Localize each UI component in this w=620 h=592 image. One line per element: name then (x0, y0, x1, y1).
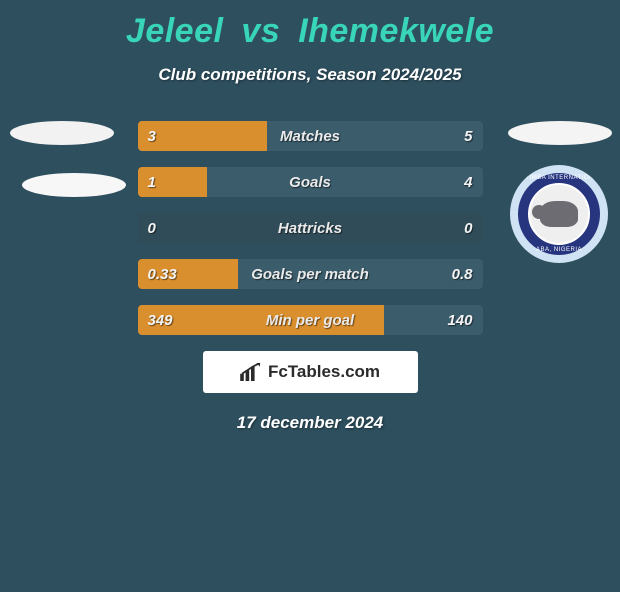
stat-row: 349140Min per goal (138, 305, 483, 335)
stat-label: Goals (138, 167, 483, 197)
stat-row: 0.330.8Goals per match (138, 259, 483, 289)
stat-label: Min per goal (138, 305, 483, 335)
player1-name: Jeleel (126, 12, 224, 50)
placeholder-ellipse (22, 173, 126, 197)
placeholder-ellipse (508, 121, 612, 145)
crest-top-text: ENYIMBA INTERNATIONAL (510, 175, 608, 181)
stat-label: Hattricks (138, 213, 483, 243)
crest-bottom-text: ABA, NIGERIA (510, 247, 608, 253)
stats-area: ENYIMBA INTERNATIONAL ABA, NIGERIA 35Mat… (0, 121, 620, 433)
brand-chart-icon (240, 363, 262, 381)
vs-text: vs (241, 12, 280, 50)
stat-rows: 35Matches 14Goals 00Hattricks 0.330.8Goals … (138, 121, 483, 335)
player2-name: Ihemekwele (298, 12, 494, 50)
elephant-icon (540, 201, 578, 227)
subtitle: Club competitions, Season 2024/2025 (0, 65, 620, 85)
brand-box: FcTables.com (203, 351, 418, 393)
stat-label: Matches (138, 121, 483, 151)
stat-row: 14Goals (138, 167, 483, 197)
stat-row: 35Matches (138, 121, 483, 151)
club-badge-right: ENYIMBA INTERNATIONAL ABA, NIGERIA (510, 109, 610, 209)
brand-text: FcTables.com (268, 362, 380, 382)
crest-inner (530, 185, 588, 243)
placeholder-ellipse (10, 121, 114, 145)
headline: Jeleel vs Ihemekwele (0, 12, 620, 51)
date: 17 december 2024 (0, 413, 620, 433)
club-badge-left (10, 109, 110, 209)
stat-label: Goals per match (138, 259, 483, 289)
club-crest: ENYIMBA INTERNATIONAL ABA, NIGERIA (510, 165, 608, 263)
stat-row: 00Hattricks (138, 213, 483, 243)
